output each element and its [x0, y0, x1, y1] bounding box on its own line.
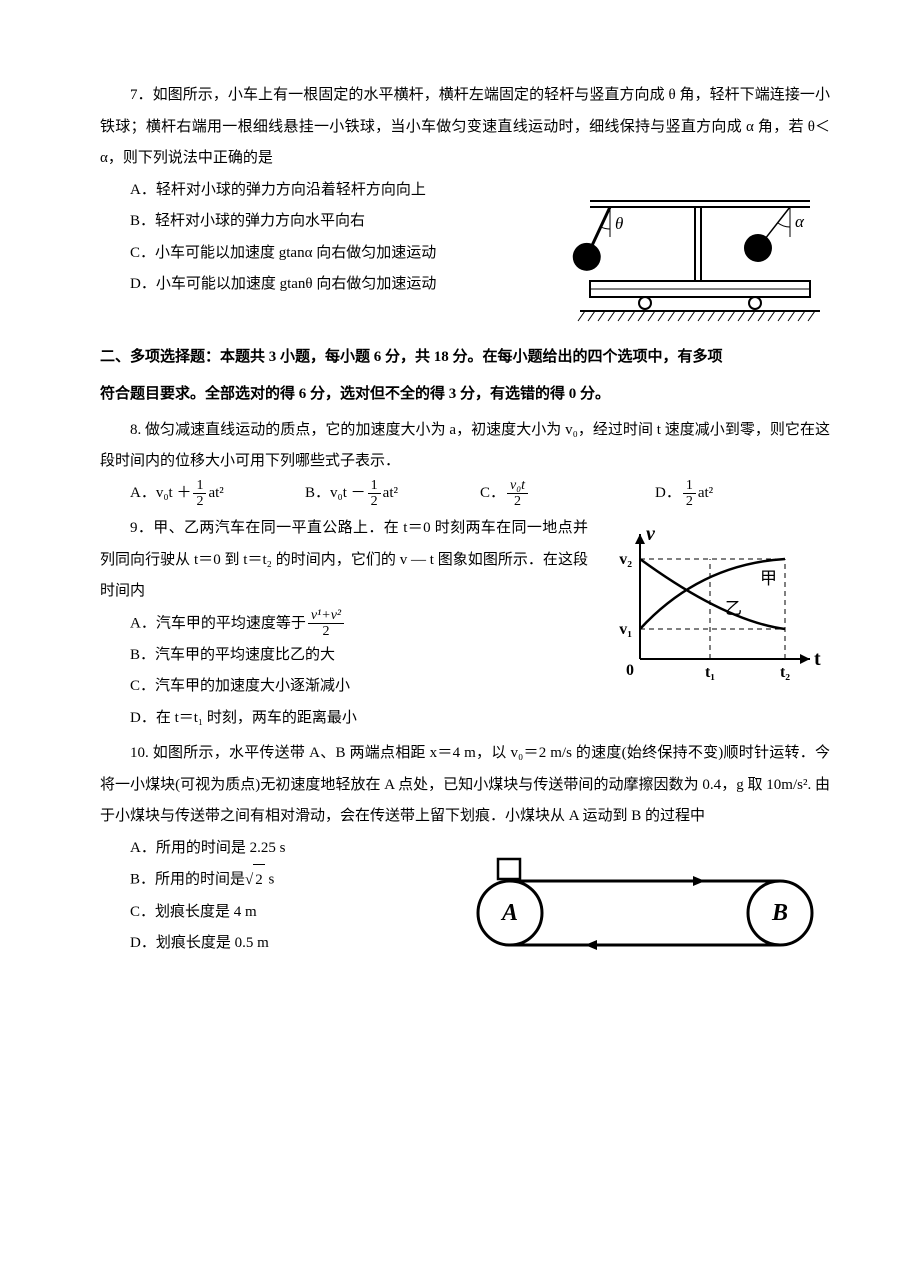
q8-d-suffix: at²	[698, 478, 713, 510]
question-8: 8. 做匀减速直线运动的质点，它的加速度大小为 a，初速度大小为 v₀，经过时间…	[100, 415, 830, 510]
q8-d-frac: 1 2	[683, 478, 696, 510]
q9-a-num: v¹+v²	[308, 608, 344, 624]
svg-text:0: 0	[626, 662, 634, 679]
q8-a-num: 1	[193, 478, 206, 494]
q8-opt-a: A．v₀t ＋ 1 2 at²	[130, 478, 305, 510]
section-2-header-line1: 二、多项选择题：本题共 3 小题，每小题 6 分，共 18 分。在每小题给出的四…	[100, 342, 830, 374]
q8-b-den: 2	[368, 494, 381, 509]
svg-text:B: B	[771, 900, 788, 926]
q9-svg: 0 t v v₁ v₂ t₁ t₂ 甲乙	[600, 519, 830, 684]
q10-svg: AB	[460, 853, 830, 963]
svg-text:甲: 甲	[760, 569, 777, 588]
q10-b-suffix: s	[265, 872, 275, 888]
q8-stem: 8. 做匀减速直线运动的质点，它的加速度大小为 a，初速度大小为 v₀，经过时间…	[100, 415, 830, 478]
question-10: 10. 如图所示，水平传送带 A、B 两端点相距 x＝4 m，以 v₀＝2 m/…	[100, 738, 830, 963]
q10-b-prefix: B．所用的时间是	[130, 872, 245, 888]
q8-opt-d: D． 1 2 at²	[655, 478, 830, 510]
q9-a-den: 2	[308, 624, 344, 639]
svg-text:α: α	[795, 212, 805, 231]
q8-b-suffix: at²	[383, 478, 398, 510]
q8-opt-c: C． v₀t 2	[480, 478, 655, 510]
q8-d-num: 1	[683, 478, 696, 494]
q7-figure: θα	[550, 181, 830, 336]
svg-text:θ: θ	[615, 214, 623, 233]
q10-figure: AB	[460, 853, 830, 963]
q8-c-prefix: C．	[480, 478, 505, 510]
q8-b-frac: 1 2	[368, 478, 381, 510]
svg-text:t₁: t₁	[705, 664, 715, 681]
q9-a-frac: v¹+v² 2	[308, 608, 344, 640]
q8-c-frac: v₀t 2	[507, 478, 528, 510]
q8-a-frac: 1 2	[193, 478, 206, 510]
q9-a-prefix: A．汽车甲的平均速度等于	[130, 615, 306, 631]
q10-b-radicand: 2	[253, 864, 265, 897]
q8-d-prefix: D．	[655, 478, 681, 510]
q10-b-sqrt: 2	[245, 864, 265, 897]
q7-stem: 7．如图所示，小车上有一根固定的水平横杆，横杆左端固定的轻杆与竖直方向成 θ 角…	[100, 80, 830, 175]
q10-stem: 10. 如图所示，水平传送带 A、B 两端点相距 x＝4 m，以 v₀＝2 m/…	[100, 738, 830, 833]
svg-text:v: v	[646, 523, 656, 545]
q8-b-num: 1	[368, 478, 381, 494]
svg-text:t₂: t₂	[780, 664, 790, 681]
q8-b-prefix: B．v₀t －	[305, 478, 366, 510]
q8-c-num: v₀t	[507, 478, 528, 494]
q8-c-den: 2	[507, 494, 528, 509]
q8-opt-b: B．v₀t － 1 2 at²	[305, 478, 480, 510]
q8-a-den: 2	[193, 494, 206, 509]
q8-d-den: 2	[683, 494, 696, 509]
q8-a-prefix: A．v₀t ＋	[130, 478, 191, 510]
svg-text:t: t	[814, 648, 821, 670]
svg-text:v₁: v₁	[619, 621, 632, 638]
q9-opt-d: D．在 t＝t₁ 时刻，两车的距离最小	[130, 703, 830, 735]
section-2-header-line2: 符合题目要求。全部选对的得 6 分，选对但不全的得 3 分，有选错的得 0 分。	[100, 379, 830, 411]
q8-a-suffix: at²	[208, 478, 223, 510]
svg-text:乙: 乙	[725, 599, 742, 618]
q8-options: A．v₀t ＋ 1 2 at² B．v₀t － 1 2 at² C． v₀t 2…	[100, 478, 830, 510]
question-9: 0tvv₁v₂t₁t₂甲乙 9．甲、乙两汽车在同一平直公路上．在 t＝0 时刻两…	[100, 513, 830, 734]
question-7: 7．如图所示，小车上有一根固定的水平横杆，横杆左端固定的轻杆与竖直方向成 θ 角…	[100, 80, 830, 336]
svg-text:v₂: v₂	[619, 551, 632, 568]
q9-figure: 0 t v v₁ v₂ t₁ t₂ 甲乙	[600, 519, 830, 684]
svg-text:A: A	[500, 900, 518, 926]
q7-svg: θα	[550, 181, 830, 336]
